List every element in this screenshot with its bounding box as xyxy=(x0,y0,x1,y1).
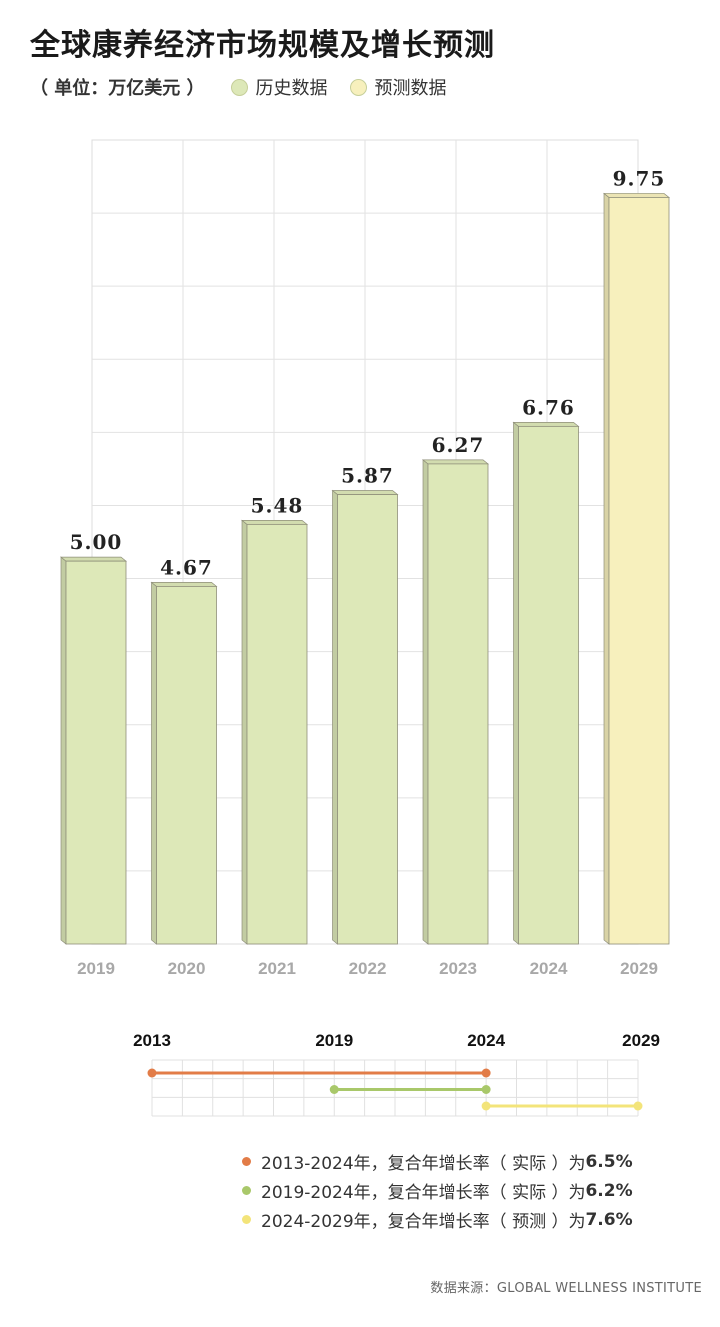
bar-value-label: 9.75 xyxy=(613,166,666,190)
timeline-year-label: 2013 xyxy=(133,1031,171,1050)
bar-side xyxy=(332,489,338,945)
timeline-point xyxy=(481,1101,491,1111)
timeline-point xyxy=(481,1068,491,1078)
bar-chart: 5.00 2019 4.67 2020 5.48 2021 5.87 2022 6.27 2023… xyxy=(60,139,670,1117)
bar-top xyxy=(603,193,670,198)
cagr-dot xyxy=(242,1186,251,1195)
source-note: 数据来源：GLOBAL WELLNESS INSTITUTE xyxy=(430,1281,702,1296)
bar xyxy=(608,197,670,945)
x-tick-label: 2020 xyxy=(168,959,206,978)
bar xyxy=(156,586,217,945)
bar-value-label: 6.76 xyxy=(522,395,575,419)
cagr-list: 2013-2024年，复合年增长率（ 实际 ）为 6.5% 2019-2024年，… xyxy=(242,1147,633,1234)
legend-item-forecast: 预测数据 xyxy=(349,74,447,100)
cagr-item: 2013-2024年，复合年增长率（ 实际 ）为 6.5% xyxy=(242,1147,633,1176)
cagr-dot xyxy=(242,1157,251,1166)
bar-top xyxy=(422,459,489,465)
cagr-item: 2019-2024年，复合年增长率（ 实际 ）为 6.2% xyxy=(242,1176,633,1205)
bar xyxy=(427,463,489,945)
bar-2019: 5.00 2019 xyxy=(60,530,127,978)
bar xyxy=(246,523,308,945)
legend-label-historical: 历史数据 xyxy=(255,78,328,99)
legend-label-forecast: 预测数据 xyxy=(374,78,447,99)
bar-2021: 5.48 2021 xyxy=(241,493,308,978)
legend-swatch-forecast xyxy=(349,78,367,96)
bar-top xyxy=(331,490,399,495)
bar-side xyxy=(60,556,67,945)
x-tick-label: 2022 xyxy=(349,959,387,978)
legend-item-historical: 历史数据 xyxy=(230,74,328,100)
cagr-item: 2024-2029年，复合年增长率（ 预测 ）为 7.6% xyxy=(242,1205,633,1234)
bar-2023: 6.27 2023 xyxy=(422,433,489,978)
x-tick-label: 2023 xyxy=(439,959,477,978)
bar-side xyxy=(422,459,429,945)
bar-top xyxy=(512,422,580,427)
cagr-dot xyxy=(242,1215,251,1224)
bar-top xyxy=(241,520,308,525)
bar-2022: 5.87 2022 xyxy=(331,464,399,978)
cagr-text: 2024-2029年，复合年增长率（ 预测 ）为 xyxy=(261,1212,586,1232)
bar-side xyxy=(513,421,519,945)
bar xyxy=(337,494,398,945)
x-tick-label: 2029 xyxy=(620,959,658,978)
timeline-point xyxy=(329,1085,339,1094)
cagr-text: 2019-2024年，复合年增长率（ 实际 ）为 xyxy=(261,1183,586,1203)
cagr-value: 6.2% xyxy=(585,1180,633,1201)
x-tick-label: 2019 xyxy=(77,959,115,978)
cagr-value: 6.5% xyxy=(585,1151,633,1172)
timeline-point xyxy=(633,1101,643,1111)
timeline-year-label: 2024 xyxy=(467,1031,505,1050)
bar-value-label: 4.67 xyxy=(160,555,213,579)
unit-label: （ 单位：万亿美元 ） xyxy=(30,78,205,99)
bar xyxy=(65,560,127,945)
bar-2024: 6.76 2024 xyxy=(512,395,580,978)
timeline-year-label: 2029 xyxy=(622,1031,660,1050)
bar-side xyxy=(241,519,248,945)
chart-title: 全球康养经济市场规模及增长预测 xyxy=(30,28,495,63)
legend-swatch-historical xyxy=(230,78,248,96)
cagr-value: 7.6% xyxy=(585,1209,633,1230)
timeline-point xyxy=(481,1085,491,1094)
timeline-series-0 xyxy=(147,1068,491,1078)
bar-value-label: 5.00 xyxy=(70,530,123,554)
bar-value-label: 6.27 xyxy=(432,433,485,457)
timeline-point xyxy=(147,1068,157,1078)
timeline-year-label: 2019 xyxy=(315,1031,353,1050)
bar-side xyxy=(151,581,157,945)
timeline-series-2 xyxy=(481,1101,643,1111)
bar-side xyxy=(603,192,610,945)
bar-2020: 4.67 2020 xyxy=(150,555,218,978)
x-tick-label: 2024 xyxy=(530,959,568,978)
bar-top xyxy=(60,556,127,562)
cagr-text: 2013-2024年，复合年增长率（ 实际 ）为 xyxy=(261,1154,586,1174)
bar-value-label: 5.48 xyxy=(251,493,304,517)
bar-value-label: 5.87 xyxy=(341,464,394,488)
bar-2029: 9.75 2029 xyxy=(603,166,670,978)
bar xyxy=(518,425,579,945)
timeline-series-1 xyxy=(329,1085,491,1094)
x-tick-label: 2021 xyxy=(258,959,296,978)
cagr-timeline: 2013 2019 2024 2029 xyxy=(133,1031,660,1117)
bar-top xyxy=(150,582,218,587)
legend: （ 单位：万亿美元 ） 历史数据 预测数据 xyxy=(30,74,469,100)
